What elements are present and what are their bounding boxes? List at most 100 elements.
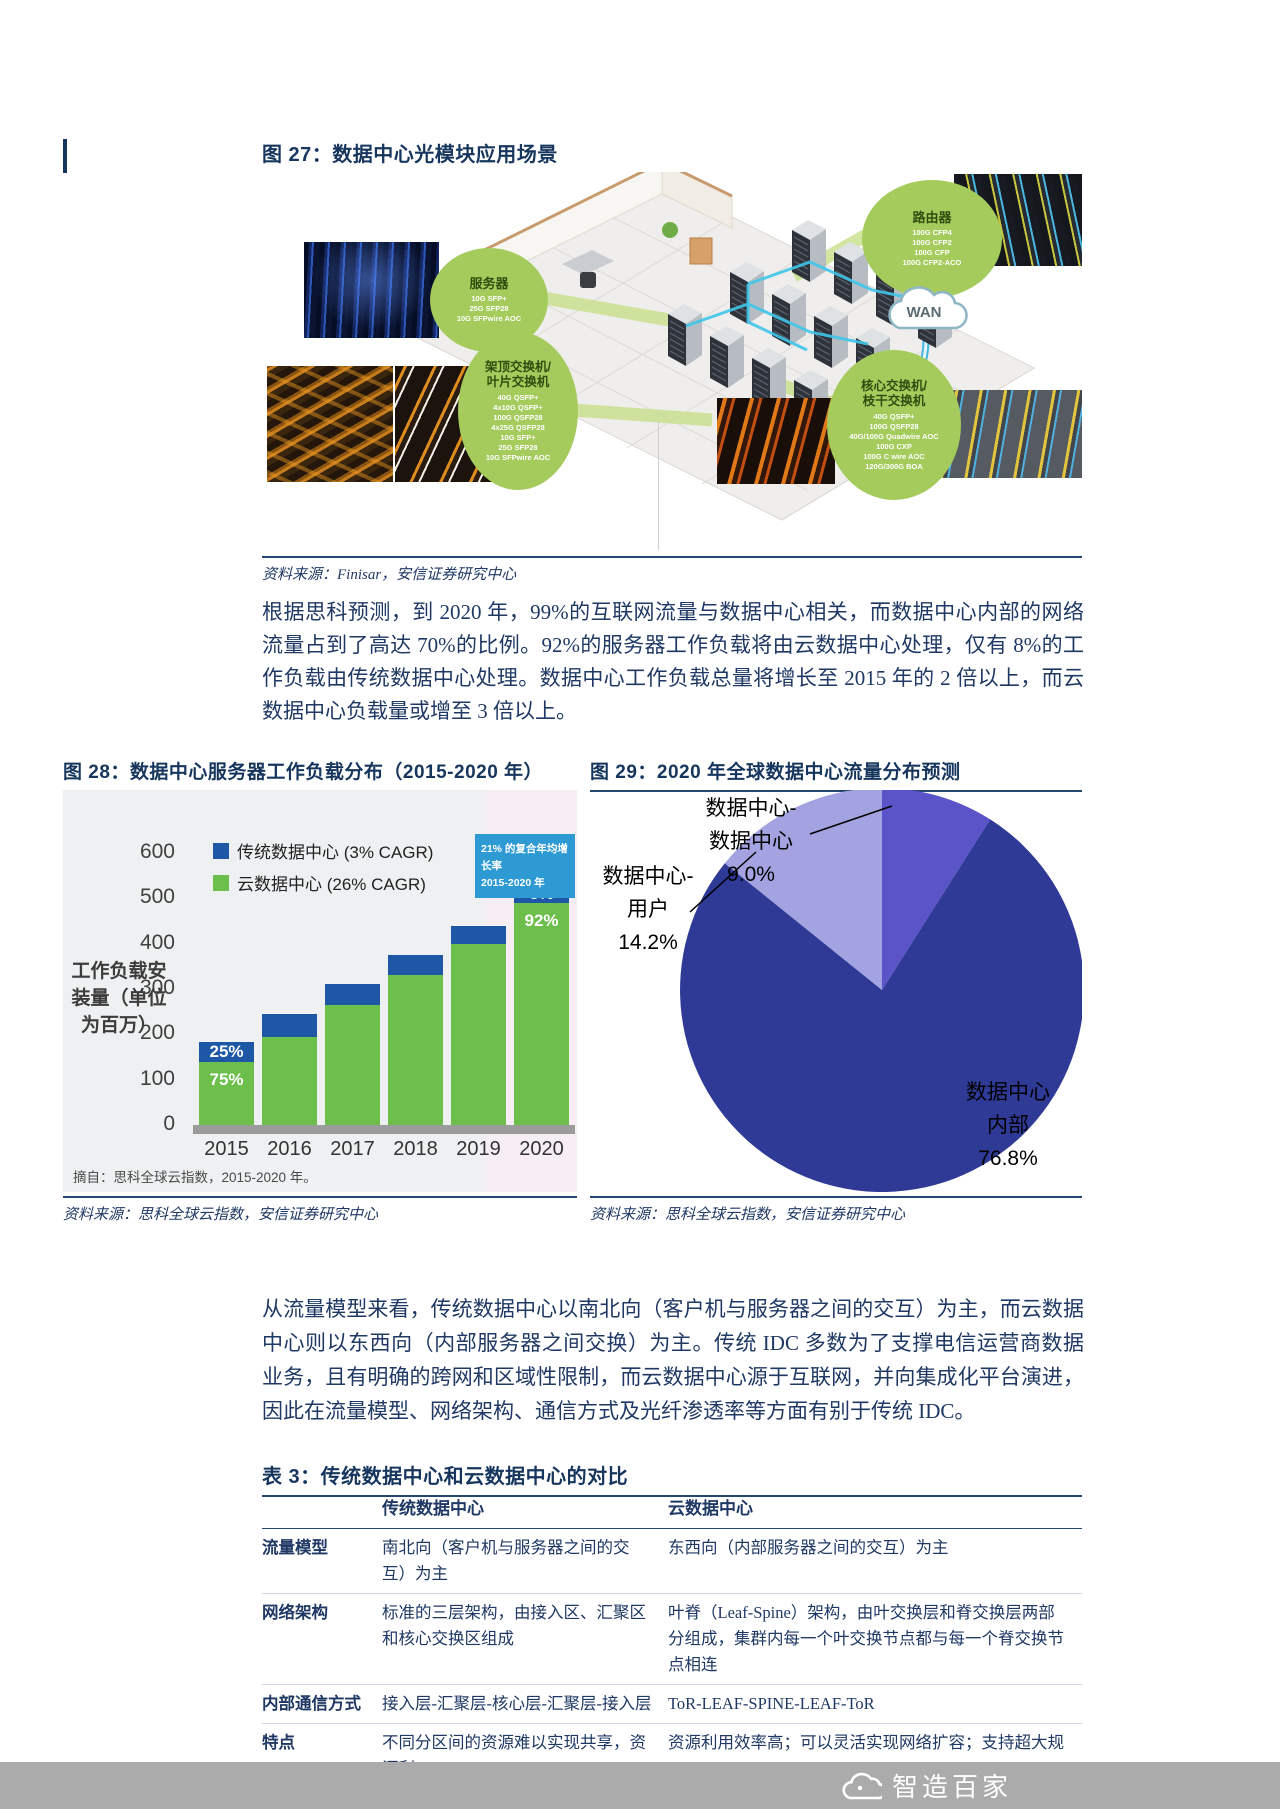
chart-legend: 传统数据中心 (3% CAGR) 云数据中心 (26% CAGR) [213,838,433,902]
brand-name: 智造百家 [891,1772,1012,1802]
x-tick-2016: 2016 [267,1138,312,1160]
fiber-cables-photo [267,366,393,482]
legend-swatch-traditional [213,842,229,859]
wan-label: WAN [906,304,942,321]
left-margin-mark [63,139,67,173]
legend-label: 传统数据中心 (3% CAGR) [237,843,434,862]
bubble-specs: 100G CFP4 100G CFP2 100G CFP 100G CFP2-ACO [902,228,962,267]
x-tick-2020: 2020 [519,1138,564,1160]
tor-leaf-switch-bubble: 架顶交换机/ 叶片交换机 40G QSFP+ 4x10G QSFP+ 100G QS… [458,332,578,490]
pie-leader-lines [689,805,893,913]
figure29-pie-chart: 数据中心- 数据中心 9.0% 数据中心- 用户 14.2% 数据中心 内部 7… [590,790,1082,1192]
cloud-icon [888,286,968,330]
bar-2016 [262,1014,317,1125]
cell-cloud: 东西向（内部服务器之间的交互）为主 [668,1538,949,1557]
bar-stack-area: 25%75% 8%92% [195,853,577,1125]
pie-svg [680,790,1082,1192]
core-switch-cables-photo [717,398,835,484]
chart-footnote: 摘自：思科全球云指数，2015-2020 年。 [73,1170,317,1185]
bar-2017 [325,984,380,1125]
paragraph-cisco-forecast: 根据思科预测，到 2020 年，99%的互联网流量与数据中心相关，而数据中心内部… [262,600,1084,723]
y-tick-0: 0 [163,1112,175,1135]
pie-slice [724,790,882,990]
figure28-header: 图 28：数据中心服务器工作负载分布（2015-2020 年） [63,757,577,792]
bar-2019 [451,926,506,1125]
cagr-annotation: 21% 的复合年均增长率 2015-2020 年 [475,834,575,899]
core-switch-bubble: 核心交换机/ 枝干交换机 40G QSFP+ 100G QSFP28 40G/100… [827,350,961,500]
figure27-diagram: 服务器 10G SFP+ 25G SFP28 10G SFPwire AOC 架顶交… [262,172,1082,552]
pie-label-dc-to-user: 数据中心- 用户 14.2% [602,865,694,954]
y-tick-100: 100 [139,1066,175,1090]
figure27-source: 资料来源：Finisar，安信证券研究中心 [262,556,1082,584]
x-axis-line [193,1125,575,1134]
router-bubble: 路由器 100G CFP4 100G CFP2 100G CFP 100G CFP2-… [862,180,1002,298]
pie-slice [882,790,991,990]
shelf [689,237,713,265]
y-tick-600: 600 [139,840,175,863]
y-tick-500: 500 [139,885,175,909]
bubble-specs: 10G SFP+ 25G SFP28 10G SFPwire AOC [456,294,522,323]
figure29-title: 图 29：2020 年全球数据中心流量分布预测 [590,762,961,783]
row-label: 流量模型 [262,1538,328,1557]
corner-cell [262,1492,382,1529]
figure29-header: 图 29：2020 年全球数据中心流量分布预测 [590,757,1082,792]
y-tick-300: 300 [139,976,175,999]
x-axis-labels: 2015 2016 2017 2018 2019 2020 [195,1138,577,1161]
legend-label: 云数据中心 (26% CAGR) [237,875,426,894]
comparison-table-body: 流量模型 南北向（客户机与服务器之间的交互）为主 东西向（内部服务器之间的交互）为主… [262,1529,1082,1788]
wan-cloud: WAN [874,280,974,344]
figure28-title: 图 28：数据中心服务器工作负载分布（2015-2020 年） [63,762,544,783]
figure29-source: 资料来源：思科全球云指数，安信证券研究中心 [590,1196,1082,1224]
bar-2020: 8%92% [514,884,569,1125]
pie-slice [680,819,1082,1192]
x-tick-2017: 2017 [330,1138,375,1160]
row-label: 网络架构 [262,1593,382,1685]
legend-item-traditional: 传统数据中心 (3% CAGR) [213,838,433,863]
cell-cloud: 叶脊（Leaf-Spine）架构，由叶交换层和脊交换层两部分组成，集群内每一个叶… [668,1593,1082,1685]
x-tick-2015: 2015 [204,1138,249,1160]
cell-traditional: 南北向（客户机与服务器之间的交互）为主 [382,1538,630,1583]
network-links [685,260,931,352]
row-label: 内部通信方式 [262,1684,382,1724]
y-tick-400: 400 [139,930,175,954]
chair [580,272,596,288]
bubble-specs: 40G QSFP+ 100G QSFP28 40G/100G Quadwire AO… [849,411,939,471]
table-row: 网络架构 标准的三层架构，由接入区、汇聚区和核心交换区组成 叶脊（Leaf-Spin… [262,1593,1082,1685]
brand-cloud-icon [842,1772,882,1799]
desk [562,250,614,275]
server-room-photo [304,242,439,338]
y-tick-200: 200 [139,1021,175,1045]
table3-title: 表 3：传统数据中心和云数据中心的对比 [262,1466,629,1488]
table-header-row: 传统数据中心 云数据中心 [262,1492,1082,1529]
cell-traditional: 接入层-汇聚层-核心层-汇聚层-接入层 [382,1684,668,1724]
bubble-title: 核心交换机/ 枝干交换机 [861,378,927,408]
footer-bar: 智造百家 [0,1762,1280,1809]
figure27-header: 图 27：数据中心光模块应用场景 [262,138,1082,175]
table-row: 流量模型 南北向（客户机与服务器之间的交互）为主 东西向（内部服务器之间的交互）为主 [262,1529,1082,1594]
cell-cloud: ToR-LEAF-SPINE-LEAF-ToR [668,1684,1082,1724]
pie-label-dc-to-dc: 数据中心- 数据中心 9.0% [705,797,797,886]
x-tick-2019: 2019 [456,1138,501,1160]
legend-item-cloud: 云数据中心 (26% CAGR) [213,870,433,895]
x-tick-2018: 2018 [393,1138,438,1160]
bubble-title: 服务器 [469,276,509,291]
figure28-bar-chart: 传统数据中心 (3% CAGR) 云数据中心 (26% CAGR) 21% 的复… [63,790,577,1192]
bar-2015: 25% 75% [199,1042,254,1125]
table-row: 内部通信方式 接入层-汇聚层-核心层-汇聚层-接入层 ToR-LEAF-SPINE-… [262,1684,1082,1724]
image-divider [658,422,659,550]
paragraph-traffic-model: 从流量模型来看，传统数据中心以南北向（客户机与服务器之间的交互）为主，而云数据中… [262,1297,1084,1423]
comparison-table: 传统数据中心 云数据中心 流量模型 南北向（客户机与服务器之间的交互）为主 东西向（… [262,1492,1082,1788]
cell-traditional: 标准的三层架构，由接入区、汇聚区和核心交换区组成 [382,1593,668,1685]
bubble-title: 路由器 [912,210,952,225]
figure28-source: 资料来源：思科全球云指数，安信证券研究中心 [63,1196,577,1224]
plant [662,222,678,238]
figure27-title: 图 27：数据中心光模块应用场景 [262,144,558,166]
brand-block: 智造百家 [840,1762,1012,1809]
legend-swatch-cloud [213,874,229,891]
col-header-cloud: 云数据中心 [668,1492,1082,1529]
y-axis-title: 工作负载安 装量（单位 为百万） [71,961,167,1036]
bubble-specs: 40G QSFP+ 4x10G QSFP+ 100G QSFP28 4x25G QSF… [485,392,551,462]
bar-2018 [388,955,443,1125]
col-header-traditional: 传统数据中心 [382,1492,668,1529]
